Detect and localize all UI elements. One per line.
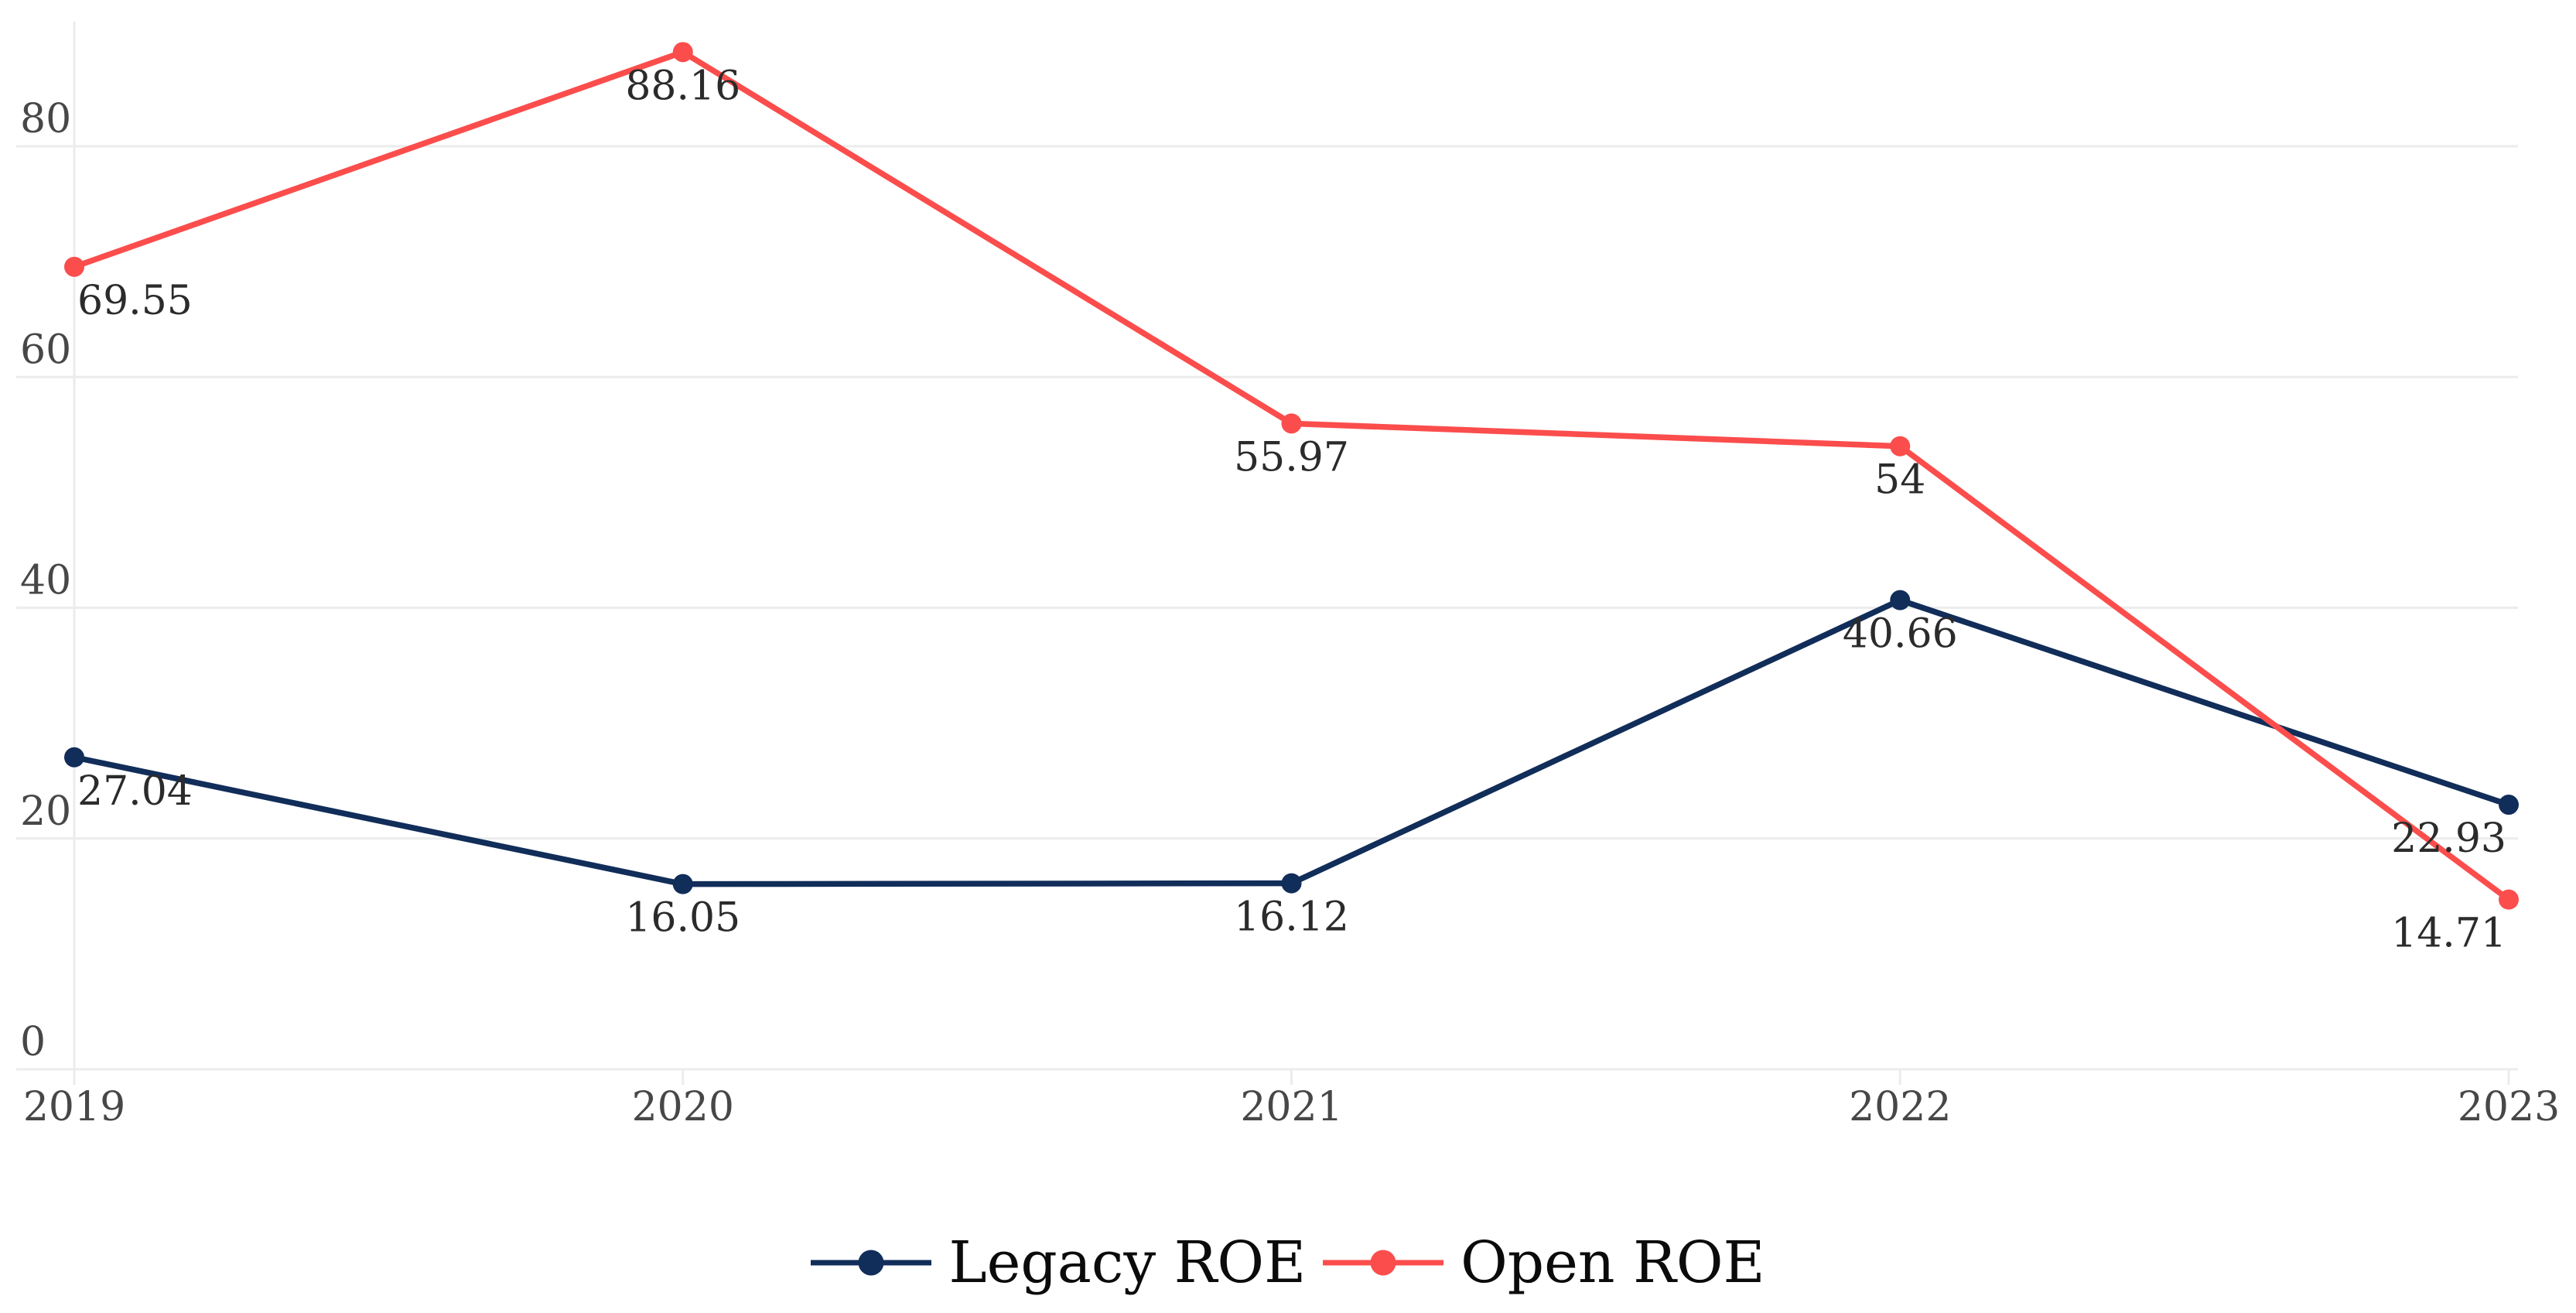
- data-point[interactable]: [1890, 436, 1911, 456]
- legend-label: Legacy ROE: [948, 1229, 1307, 1296]
- legend-line-dot-icon: [811, 1250, 932, 1276]
- y-axis-tick-label: 80: [20, 96, 71, 142]
- x-axis-tick-label: 2022: [1849, 1084, 1951, 1130]
- data-point[interactable]: [672, 874, 693, 894]
- series-line-legacy-roe: [71, 597, 2512, 887]
- data-point[interactable]: [672, 42, 693, 63]
- legend-item-legacy-roe[interactable]: Legacy ROE: [811, 1234, 1306, 1291]
- y-axis-tick-label: 20: [20, 788, 71, 835]
- y-axis-tick-label: 0: [20, 1019, 46, 1065]
- point-value-label: 22.93: [2391, 815, 2506, 862]
- y-axis-tick-label: 60: [20, 327, 71, 373]
- legend-line-dot-icon: [1323, 1250, 1444, 1276]
- point-value-label: 55.97: [1234, 434, 1349, 480]
- point-value-label: 16.12: [1234, 894, 1349, 941]
- point-value-label: 54: [1874, 457, 1925, 504]
- data-point[interactable]: [64, 256, 84, 277]
- y-axis-tick-label: 40: [20, 558, 71, 604]
- legend-item-open-roe[interactable]: Open ROE: [1323, 1234, 1765, 1291]
- point-value-label: 16.05: [625, 895, 740, 942]
- data-point[interactable]: [1281, 413, 1302, 434]
- data-point[interactable]: [2499, 889, 2519, 910]
- data-point[interactable]: [1890, 590, 1911, 610]
- point-value-label: 27.04: [77, 768, 193, 815]
- point-value-label: 14.71: [2391, 911, 2506, 957]
- chart-legend: Legacy ROE Open ROE: [0, 1232, 2576, 1294]
- point-value-label: 40.66: [1843, 611, 1958, 658]
- data-point[interactable]: [2499, 795, 2519, 815]
- data-point[interactable]: [1281, 873, 1302, 894]
- data-point[interactable]: [64, 747, 84, 768]
- x-axis-tick-label: 2023: [2458, 1084, 2560, 1130]
- x-axis-tick-label: 2020: [632, 1084, 734, 1130]
- x-axis-tick-label: 2019: [23, 1084, 125, 1130]
- point-value-label: 88.16: [625, 63, 740, 109]
- point-value-label: 69.55: [77, 278, 193, 324]
- x-axis-tick-label: 2021: [1240, 1084, 1342, 1130]
- legend-label: Open ROE: [1461, 1229, 1765, 1296]
